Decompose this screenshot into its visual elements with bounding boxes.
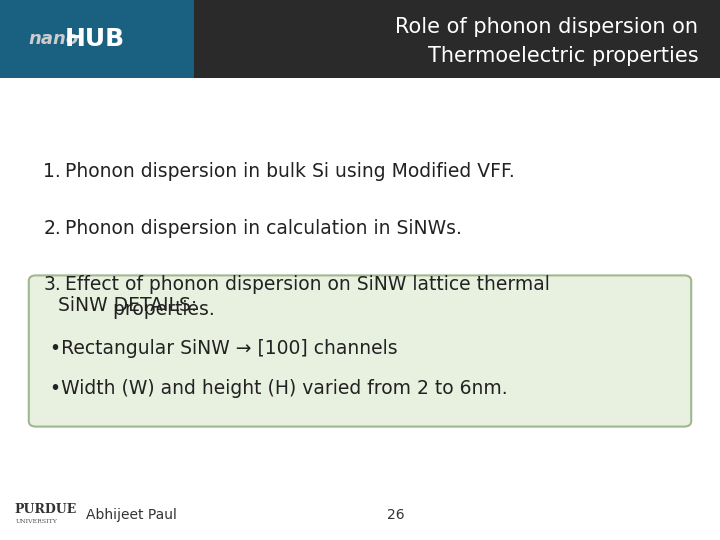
- Text: Abhijeet Paul: Abhijeet Paul: [86, 508, 177, 522]
- Bar: [0, 0, 194, 78]
- Text: 3.: 3.: [43, 275, 61, 294]
- Text: Phonon dispersion in bulk Si using Modified VFF.: Phonon dispersion in bulk Si using Modif…: [65, 162, 515, 181]
- FancyBboxPatch shape: [29, 275, 691, 427]
- Text: Role of phonon dispersion on: Role of phonon dispersion on: [395, 17, 698, 37]
- Text: 2.: 2.: [43, 219, 61, 238]
- Text: 1.: 1.: [43, 162, 61, 181]
- Text: HUB: HUB: [65, 27, 125, 51]
- Text: Thermoelectric properties: Thermoelectric properties: [428, 46, 698, 66]
- Text: Effect of phonon dispersion on SiNW lattice thermal
        properties.: Effect of phonon dispersion on SiNW latt…: [65, 275, 549, 319]
- Text: SiNW DETAILS:: SiNW DETAILS:: [58, 295, 197, 315]
- Text: UNIVERSITY: UNIVERSITY: [16, 518, 58, 524]
- Text: 26: 26: [387, 508, 405, 522]
- Text: nano: nano: [29, 30, 79, 48]
- Text: Phonon dispersion in calculation in SiNWs.: Phonon dispersion in calculation in SiNW…: [65, 219, 462, 238]
- Text: PURDUE: PURDUE: [14, 503, 76, 516]
- Text: •Width (W) and height (H) varied from 2 to 6nm.: •Width (W) and height (H) varied from 2 …: [50, 379, 508, 399]
- Bar: [0, 0, 720, 78]
- Text: •Rectangular SiNW → [100] channels: •Rectangular SiNW → [100] channels: [50, 339, 398, 358]
